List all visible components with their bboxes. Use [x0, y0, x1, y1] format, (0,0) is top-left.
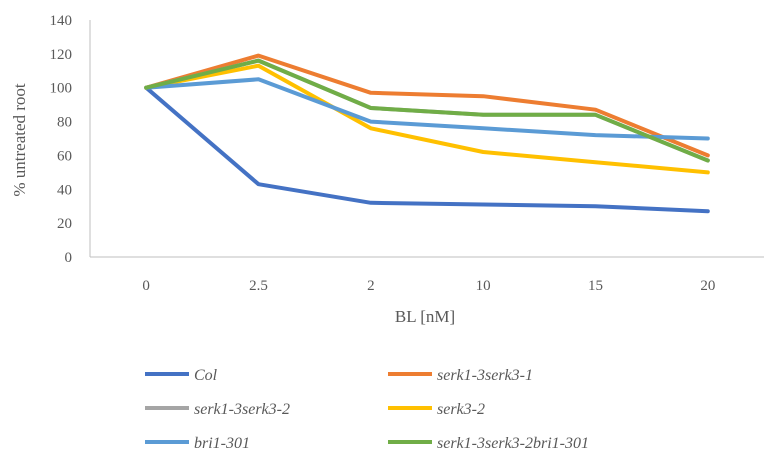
- x-axis-ticks: 0 2.5 2 10 15 20: [142, 278, 715, 294]
- y-tick-label: 20: [57, 216, 72, 232]
- series-line-serk1-3serk3-1: [144, 53, 710, 158]
- y-tick-label: 40: [57, 182, 72, 198]
- legend-label: serk1-3serk3-2: [194, 401, 290, 418]
- x-tick-label: 10: [476, 278, 491, 294]
- series-line-serk3-2: [144, 63, 710, 175]
- series-line-Col: [144, 85, 710, 214]
- legend-label: Col: [194, 367, 218, 384]
- y-tick-label: 120: [50, 47, 73, 63]
- x-tick-label: 20: [700, 278, 715, 294]
- series-line-serk1-3serk3-2bri1-301: [144, 58, 710, 163]
- series-line-bri1-301: [144, 77, 710, 141]
- x-tick-label: 2: [367, 278, 375, 294]
- x-tick-label: 2.5: [249, 278, 268, 294]
- x-tick-label: 0: [142, 278, 150, 294]
- y-tick-label: 140: [50, 13, 73, 29]
- y-axis-ticks: 0 20 40 60 80 100 120 140: [50, 13, 73, 266]
- y-tick-label: 80: [57, 115, 72, 131]
- legend-label: serk3-2: [437, 401, 485, 418]
- y-axis-title: % untreated root: [10, 83, 29, 197]
- x-axis-title: BL [nM]: [395, 307, 455, 326]
- legend-label: serk1-3serk3-2bri1-301: [437, 435, 589, 452]
- legend-label: bri1-301: [194, 435, 250, 452]
- legend: Col serk1-3serk3-1 serk1-3serk3-2 serk3-2 br…: [145, 367, 589, 452]
- x-tick-label: 15: [588, 278, 603, 294]
- y-tick-label: 60: [57, 148, 72, 164]
- y-tick-label: 0: [65, 250, 73, 266]
- legend-label: serk1-3serk3-1: [437, 367, 533, 384]
- series-lines: [144, 53, 710, 214]
- y-tick-label: 100: [50, 81, 73, 97]
